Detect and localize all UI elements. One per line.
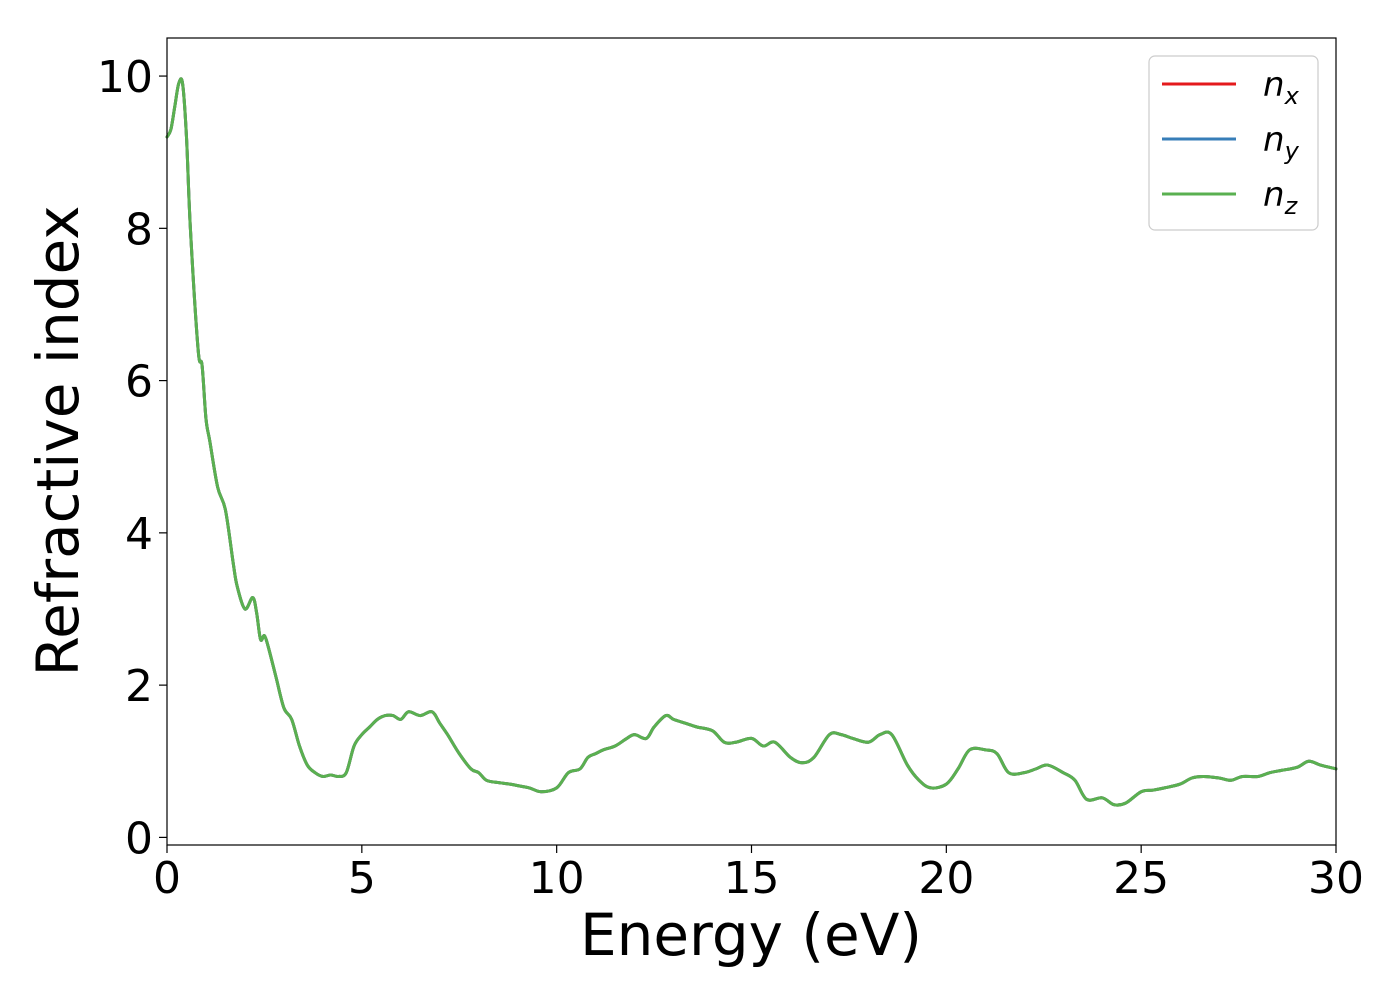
legend-label-subscript: x — [1284, 82, 1300, 110]
legend-label-base: n — [1263, 120, 1285, 160]
legend-label-y: ny — [1263, 120, 1300, 165]
legend-label-base: n — [1263, 65, 1285, 105]
x-tick-label: 25 — [1113, 853, 1169, 904]
y-tick-label: 10 — [97, 52, 153, 103]
y-tick-label: 6 — [125, 357, 153, 408]
series-layer — [165, 77, 1338, 807]
x-tick-label: 30 — [1308, 853, 1364, 904]
plot-area — [167, 38, 1336, 845]
x-tick-label: 0 — [153, 853, 181, 904]
y-tick-label: 0 — [125, 813, 153, 864]
y-tick-label: 4 — [125, 509, 153, 560]
y-tick-label: 8 — [125, 204, 153, 255]
x-tick-label: 5 — [348, 853, 376, 904]
x-tick-label: 10 — [529, 853, 585, 904]
y-axis-title: Refractive index — [24, 205, 92, 676]
x-tick-label: 20 — [918, 853, 974, 904]
legend-label-z: nz — [1263, 175, 1299, 220]
legend-label-subscript: z — [1284, 192, 1299, 220]
x-axis-title: Energy (eV) — [580, 901, 922, 969]
series-line-n-z — [165, 77, 1338, 807]
y-tick-label: 2 — [125, 661, 153, 712]
x-tick-label: 15 — [724, 853, 780, 904]
x-axis: 0 5 10 15 20 25 30 — [153, 845, 1364, 904]
legend-label-base: n — [1263, 175, 1285, 215]
legend-box — [1148, 55, 1319, 231]
y-axis: 0 2 4 6 8 10 — [97, 52, 167, 864]
legend-label-subscript: y — [1284, 137, 1300, 165]
legend-label-x: nx — [1263, 65, 1300, 110]
